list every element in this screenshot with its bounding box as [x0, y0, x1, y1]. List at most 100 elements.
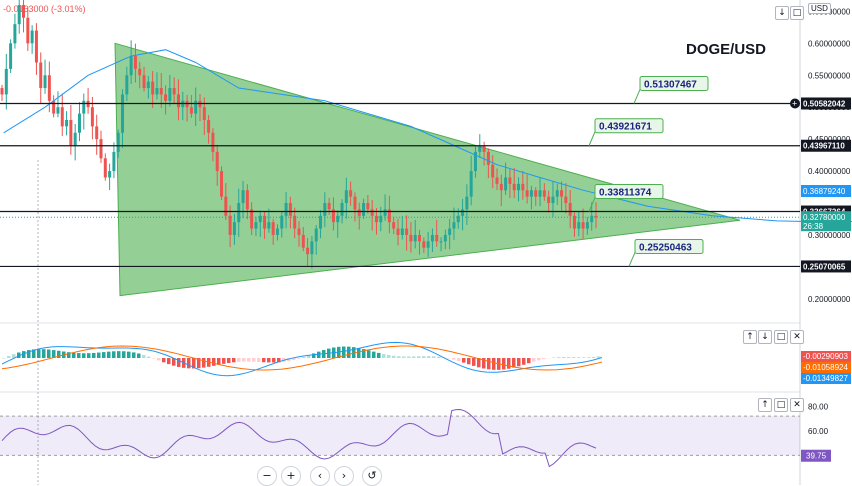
candle-body [414, 235, 417, 241]
candle-body [526, 190, 529, 196]
macd-histogram-bar [582, 357, 586, 358]
candle-body [138, 69, 141, 75]
candle-body [500, 184, 503, 190]
zoom-out-button[interactable]: − [257, 466, 277, 486]
candle-body [168, 88, 171, 101]
macd-histogram-bar [127, 352, 131, 358]
callout-value: 0.51307467 [644, 79, 697, 90]
macd-histogram-bar [227, 358, 231, 363]
maximize-icon[interactable]: □ [774, 330, 788, 344]
scroll-right-button[interactable]: › [334, 466, 354, 486]
macd-histogram-bar [2, 358, 6, 359]
macd-histogram-bar [237, 358, 241, 362]
macd-histogram-bar [397, 356, 401, 358]
candle-body [276, 229, 279, 235]
candle-body [280, 216, 283, 229]
candle-body [285, 203, 288, 216]
candle-body [104, 158, 107, 177]
candle-body [203, 107, 206, 120]
candle-body [229, 216, 232, 235]
macd-histogram-bar [267, 358, 271, 362]
candle-body [272, 222, 275, 235]
candle-body [397, 229, 400, 235]
candle-body [177, 94, 180, 107]
candle-body [134, 56, 137, 69]
reset-button[interactable]: ↺ [362, 466, 382, 486]
callout-pointer [589, 132, 595, 146]
candle-body [250, 209, 253, 228]
candle-body [427, 241, 430, 247]
macd-histogram-bar [532, 358, 536, 362]
macd-histogram-bar [37, 349, 41, 358]
macd-histogram-bar [537, 358, 541, 360]
candle-body [151, 82, 154, 95]
candle-body [207, 120, 210, 133]
price-change-label: -0.0163000 (-3.01%) [3, 4, 86, 14]
macd-histogram-bar [222, 358, 226, 364]
candle-body [392, 222, 395, 228]
macd-histogram-bar [147, 357, 151, 358]
candle-body [164, 94, 167, 100]
candle-body [121, 94, 124, 132]
candle-body [143, 75, 146, 88]
macd-histogram-bar [92, 353, 96, 358]
zoom-in-button[interactable]: + [281, 466, 301, 486]
candle-body [1, 88, 4, 94]
candle-body [125, 75, 128, 94]
candle-body [362, 203, 365, 216]
macd-histogram-bar [167, 358, 171, 364]
candle-body [504, 177, 507, 190]
candle-body [48, 75, 51, 101]
candle-body [160, 88, 163, 94]
price-level-label: 0.25070065 [803, 262, 846, 271]
candle-body [452, 222, 455, 228]
candle-body [254, 222, 257, 228]
macd-histogram-bar [522, 358, 526, 365]
close-icon[interactable]: ✕ [790, 398, 804, 412]
candle-body [91, 107, 94, 126]
candle-body [435, 235, 438, 241]
macd-histogram-bar [242, 358, 246, 362]
candle-body [323, 203, 326, 216]
candle-body [69, 120, 72, 146]
candle-body [448, 229, 451, 235]
macd-histogram-bar [387, 355, 391, 358]
candle-body [82, 101, 85, 114]
candle-body [35, 31, 38, 63]
candle-body [586, 222, 589, 228]
chevron-down-icon[interactable]: ↓ [775, 6, 789, 20]
candle-body [263, 216, 266, 229]
macd-histogram-bar [122, 351, 126, 358]
countdown-label: 26:38 [803, 222, 824, 231]
candle-body [293, 216, 296, 229]
maximize-icon[interactable]: □ [790, 6, 804, 20]
macd-histogram-bar [212, 358, 216, 366]
currency-badge[interactable]: USD [808, 3, 831, 14]
move-up-icon[interactable]: ↑ [758, 398, 772, 412]
candle-body [65, 120, 68, 126]
maximize-icon[interactable]: □ [774, 398, 788, 412]
candle-body [582, 222, 585, 228]
macd-histogram-bar [542, 358, 546, 359]
close-icon[interactable]: ✕ [790, 330, 804, 344]
macd-histogram-bar [517, 358, 521, 366]
rsi-value-label: 39.75 [806, 452, 827, 461]
candle-body [384, 209, 387, 215]
move-up-icon[interactable]: ↑ [743, 330, 757, 344]
candle-body [39, 62, 42, 88]
candle-body [573, 216, 576, 229]
price-tick-label: 0.55000000 [808, 71, 851, 80]
candle-body [173, 88, 176, 94]
candle-body [534, 190, 537, 196]
macd-histogram-bar [432, 356, 436, 358]
macd-histogram-bar [457, 358, 461, 361]
scroll-left-button[interactable]: ‹ [310, 466, 330, 486]
price-level-label: 0.50582042 [803, 99, 846, 108]
candle-body [289, 203, 292, 216]
candle-body [341, 203, 344, 216]
candle-body [530, 190, 533, 196]
move-down-icon[interactable]: ↓ [758, 330, 772, 344]
candle-body [349, 190, 352, 196]
candle-body [328, 203, 331, 209]
chart-title: DOGE/USD [686, 41, 766, 58]
